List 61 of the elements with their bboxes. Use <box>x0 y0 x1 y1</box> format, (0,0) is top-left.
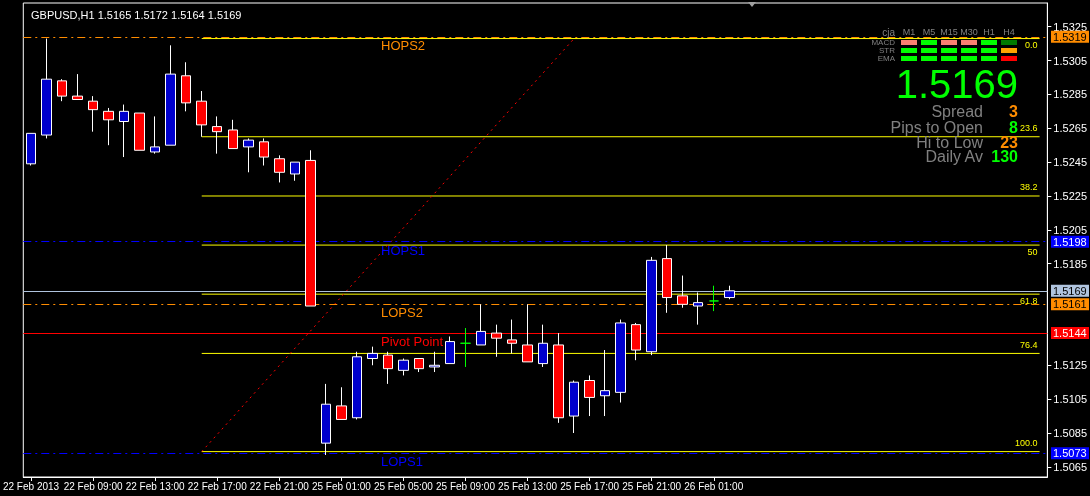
series-label: 23.6 <box>1020 123 1038 134</box>
annotation: Pips to Open <box>889 119 983 136</box>
series-label: 0.0 <box>1025 40 1038 51</box>
x-tick-label: 25 Feb 13:00 <box>498 480 558 492</box>
series-label: 50 <box>1027 246 1038 257</box>
annotation: MACD <box>870 38 895 47</box>
y-tick-label: 1.5305 <box>1053 54 1088 67</box>
annotation: Spread <box>930 103 983 120</box>
ref-line-label: 1.5073 <box>1053 447 1087 460</box>
y-tick-label: 1.5105 <box>1053 393 1088 406</box>
x-tick-label: 22 Feb 2013 <box>2 480 60 492</box>
x-tick-label: 25 Feb 09:00 <box>436 480 496 492</box>
y-tick-label: 1.5265 <box>1053 122 1088 135</box>
annotation: STR <box>878 46 895 55</box>
ref-line-label: 1.5198 <box>1053 235 1087 248</box>
y-tick-label: 1.5085 <box>1053 426 1088 439</box>
annotation: M5 <box>921 27 937 37</box>
annotation: M1 <box>901 27 917 37</box>
text: GBPUSD,H1 1.5165 1.5172 1.5164 1.5169 <box>31 8 242 21</box>
y-tick-label: 1.5245 <box>1053 156 1088 169</box>
annotation: cja <box>881 27 895 38</box>
ref-line-label: 1.5161 <box>1053 298 1087 311</box>
series-label: 61.8 <box>1020 295 1038 306</box>
x-tick-label: 25 Feb 17:00 <box>560 480 620 492</box>
series-label: 100.0 <box>1015 438 1038 449</box>
x-tick-label: 22 Feb 21:00 <box>249 480 310 492</box>
annotation: 3 <box>1009 103 1018 120</box>
x-tick-label: 25 Feb 21:00 <box>622 480 682 492</box>
y-tick-label: 1.5285 <box>1053 88 1088 101</box>
ref-line-label: 1.5319 <box>1053 30 1087 43</box>
annotation: H4 <box>1002 27 1016 37</box>
ref-line-label: 1.5144 <box>1053 327 1087 340</box>
annotation: M15 <box>939 27 959 37</box>
annotation: M30 <box>959 27 979 37</box>
x-tick-label: 26 Feb 01:00 <box>684 480 744 492</box>
ref-line-label: 1.5169 <box>1053 284 1087 297</box>
annotation: HOPS2 <box>381 37 426 53</box>
x-tick-label: 22 Feb 17:00 <box>187 480 248 492</box>
annotation: 23 <box>1000 134 1018 151</box>
annotation: LOPS1 <box>381 454 423 470</box>
annotation: 8 <box>1009 119 1018 136</box>
series-label: 76.4 <box>1020 339 1038 350</box>
annotation: 1.5169 <box>894 62 1018 106</box>
x-tick-label: 25 Feb 05:00 <box>373 480 434 492</box>
y-tick-label: 1.5185 <box>1053 257 1088 270</box>
annotation: Daily Av <box>924 148 983 165</box>
y-tick-label: 1.5325 <box>1053 20 1088 33</box>
annotation: 130 <box>991 148 1018 165</box>
y-tick-label: 1.5225 <box>1053 189 1088 202</box>
annotation: EMA <box>876 54 895 63</box>
annotation: Pivot Point <box>381 334 444 350</box>
x-tick-label: 25 Feb 01:00 <box>311 480 372 492</box>
annotation: LOPS2 <box>381 305 423 321</box>
series-label: 38.2 <box>1020 182 1038 193</box>
annotation: H1 <box>982 27 996 37</box>
annotation: HOPS1 <box>381 242 426 258</box>
y-tick-label: 1.5125 <box>1053 359 1088 372</box>
y-tick-label: 1.5205 <box>1053 223 1088 236</box>
y-tick-label: 1.5065 <box>1053 460 1088 473</box>
x-tick-label: 22 Feb 09:00 <box>63 480 124 492</box>
x-tick-label: 22 Feb 13:00 <box>125 480 186 492</box>
